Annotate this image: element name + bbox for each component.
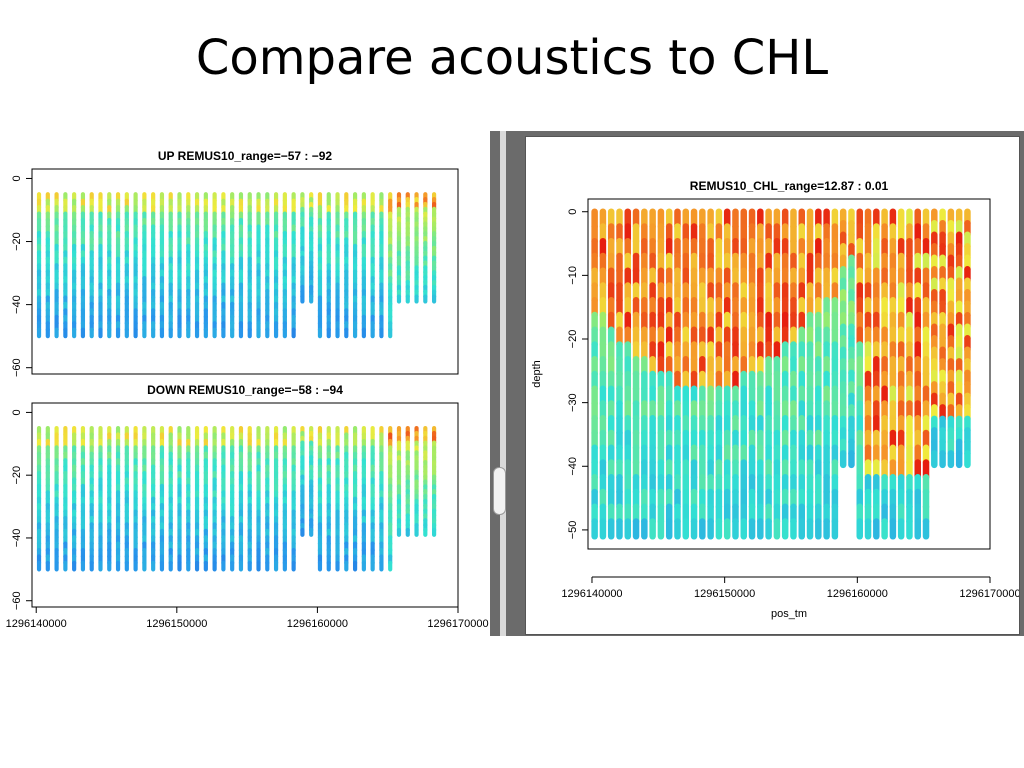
x-tick-label: 1296140000 <box>561 588 622 600</box>
x-tick-label: 1296150000 <box>694 588 755 600</box>
left-window-frame-edge <box>490 131 500 636</box>
x-tick-label: 1296160000 <box>827 588 888 600</box>
y-tick-label: −40 <box>11 295 23 314</box>
y-tick-label: −20 <box>11 232 23 251</box>
down-acoustics-plot: DOWN REMUS10_range=−58 : −94 0 −20 −40 −60 12… <box>6 383 489 628</box>
y-tick-label: −40 <box>567 457 579 476</box>
x-tick-label: 1296140000 <box>6 618 67 628</box>
y-tick-label: −50 <box>567 521 579 540</box>
y-tick-label: −60 <box>11 358 23 377</box>
plot-frame <box>587 198 991 550</box>
y-tick-label: −20 <box>11 466 23 485</box>
y-tick-label: −60 <box>11 591 23 610</box>
y-tick-label: 0 <box>11 409 23 415</box>
x-tick-label: 1296170000 <box>959 588 1019 600</box>
y-tick-label: −10 <box>567 266 579 285</box>
y-axis-label: depth <box>531 360 543 388</box>
chl-plot: REMUS10_CHL_range=12.87 : 0.01 0 −10 −20 −30… <box>531 179 1021 620</box>
plot-title: REMUS10_CHL_range=12.87 : 0.01 <box>690 179 889 193</box>
y-tick-label: 0 <box>567 209 579 215</box>
x-tick-label: 1296170000 <box>427 618 488 628</box>
slide-title: Compare acoustics to CHL <box>195 30 829 86</box>
up-acoustics-plot: UP REMUS10_range=−57 : −92 0 −20 −40 −60 <box>11 149 459 377</box>
plot-title: DOWN REMUS10_range=−58 : −94 <box>147 383 343 397</box>
x-tick-label: 1296160000 <box>287 618 348 628</box>
split-drag-handle[interactable] <box>493 467 506 515</box>
y-tick-label: −20 <box>567 330 579 349</box>
plot-frame <box>31 402 459 608</box>
y-tick-label: 0 <box>11 175 23 181</box>
x-axis-label: pos_tm <box>771 608 807 620</box>
acoustics-figure-panel: UP REMUS10_range=−57 : −92 0 −20 −40 −60 DOW… <box>0 131 492 636</box>
y-tick-label: −40 <box>11 529 23 548</box>
plot-frame <box>31 168 459 375</box>
chl-figure-panel: REMUS10_CHL_range=12.87 : 0.01 0 −10 −20 −30… <box>525 136 1021 635</box>
x-tick-label: 1296150000 <box>146 618 207 628</box>
y-tick-label: −30 <box>567 393 579 412</box>
window-split-gutter[interactable] <box>500 131 508 636</box>
plot-title: UP REMUS10_range=−57 : −92 <box>158 149 333 163</box>
